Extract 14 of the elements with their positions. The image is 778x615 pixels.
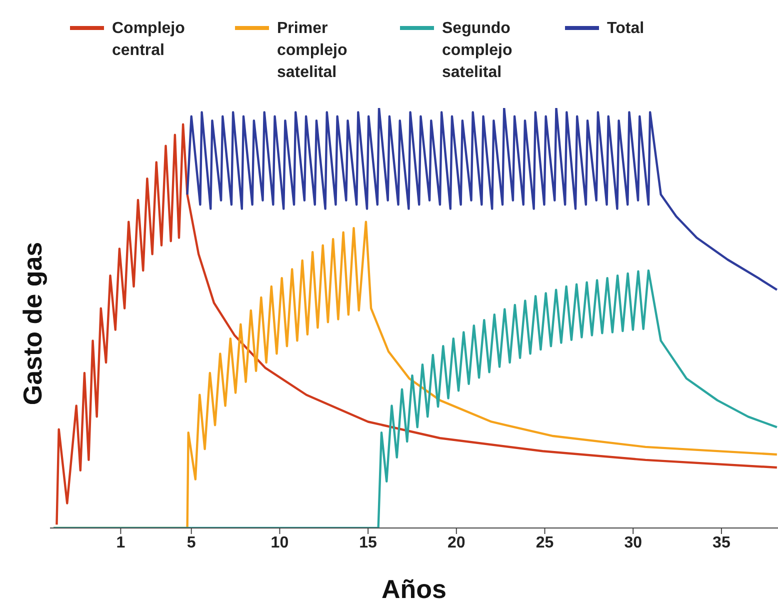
x-tick-label: 15	[359, 534, 378, 552]
legend-label: Complejo central	[112, 19, 186, 61]
x-tick-label: 1	[116, 534, 126, 552]
x-tick-label: 25	[536, 534, 554, 552]
y-axis-title: Gasto de gas	[18, 240, 48, 408]
legend-label: Segundo complejo satelital	[442, 19, 514, 83]
x-axis-title: Años	[382, 574, 446, 604]
legend-label: Total	[607, 19, 644, 39]
x-tick-label: 30	[624, 534, 642, 552]
x-tick-label: 35	[712, 534, 730, 552]
x-tick-label: 5	[186, 534, 196, 552]
x-tick-label: 20	[448, 534, 466, 552]
x-tick-label: 10	[270, 534, 289, 552]
legend-label: Primer complejo satelital	[277, 19, 348, 83]
